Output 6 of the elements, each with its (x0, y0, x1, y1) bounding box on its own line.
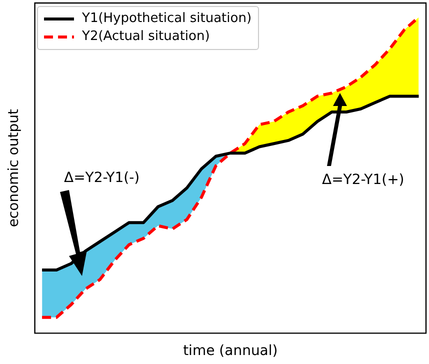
annotation: Δ=Y2-Y1(-) (64, 170, 140, 186)
annotation: Δ=Y2-Y1(+) (322, 172, 404, 188)
x-axis-title: time (annual) (183, 343, 278, 360)
y-axis-title: economic output (6, 108, 22, 228)
legend-label: Y1(Hypothetical situation) (82, 10, 252, 28)
legend-label: Y2(Actual situation) (82, 28, 210, 46)
